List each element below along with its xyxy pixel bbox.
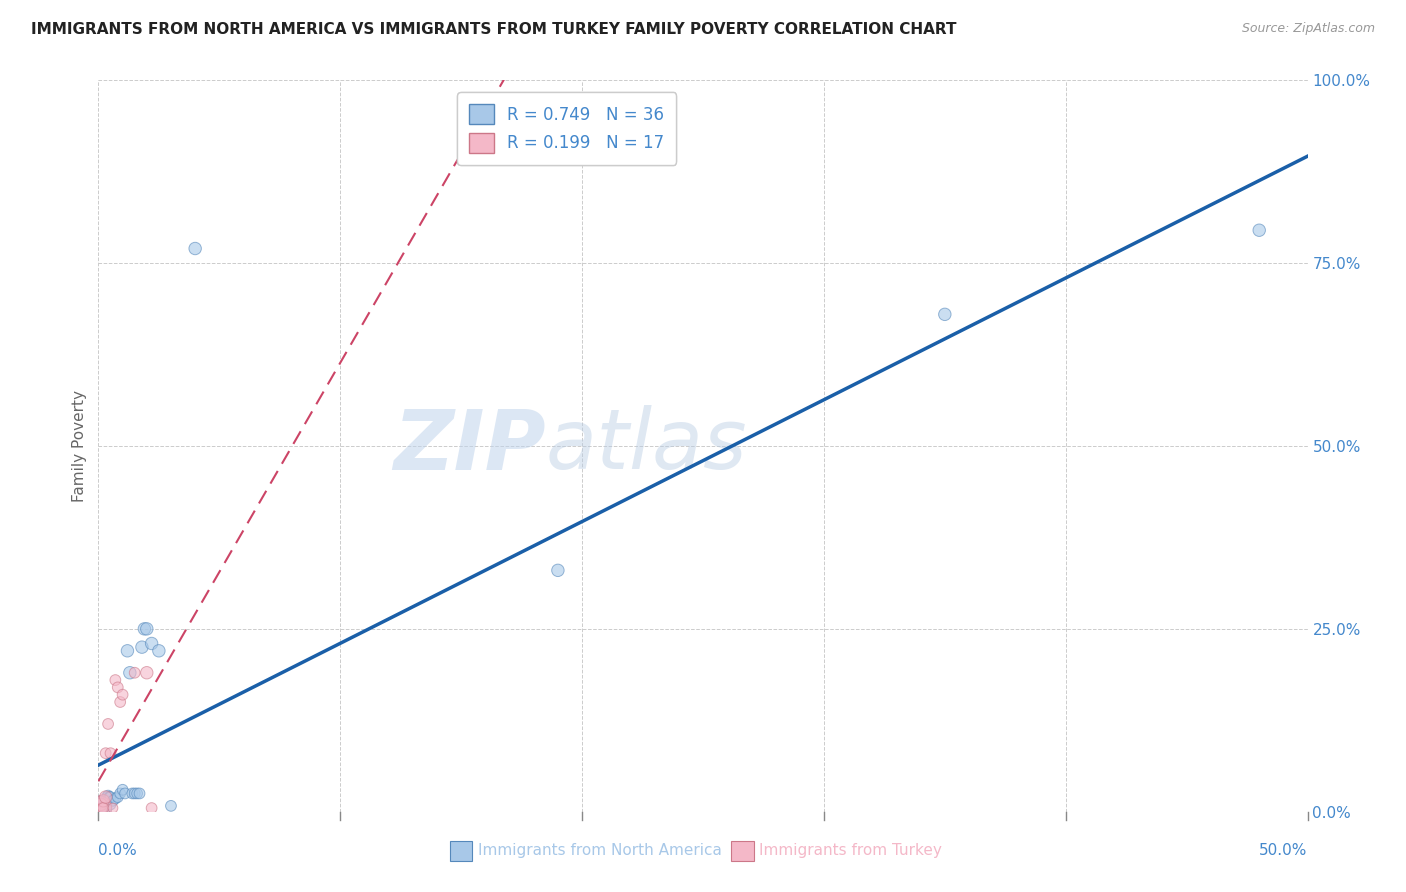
Point <box>107 790 129 805</box>
Text: IMMIGRANTS FROM NORTH AMERICA VS IMMIGRANTS FROM TURKEY FAMILY POVERTY CORRELATI: IMMIGRANTS FROM NORTH AMERICA VS IMMIGRA… <box>31 22 956 37</box>
Point <box>91 801 114 815</box>
Point <box>934 307 956 321</box>
Point <box>97 789 120 803</box>
Point <box>93 797 115 812</box>
Point <box>128 787 150 801</box>
Point <box>1249 223 1271 237</box>
Point <box>89 801 111 815</box>
Point <box>101 794 124 808</box>
Text: 0.0%: 0.0% <box>98 843 138 858</box>
Point <box>134 622 156 636</box>
Point <box>94 790 117 805</box>
Text: 50.0%: 50.0% <box>1260 843 1308 858</box>
Point <box>94 794 117 808</box>
Point <box>131 640 153 655</box>
Point <box>101 801 124 815</box>
Point <box>91 794 114 808</box>
Point <box>141 636 163 650</box>
Point <box>124 787 146 801</box>
Point <box>184 242 207 256</box>
Text: atlas: atlas <box>546 406 748 486</box>
Point <box>114 787 136 801</box>
Point <box>104 673 127 687</box>
Point <box>97 794 120 808</box>
Point <box>135 622 157 636</box>
Text: Source: ZipAtlas.com: Source: ZipAtlas.com <box>1241 22 1375 36</box>
Point <box>108 787 131 801</box>
Point <box>135 665 157 680</box>
Point <box>117 644 139 658</box>
Point <box>108 695 131 709</box>
Point <box>89 801 111 815</box>
Point <box>91 801 114 815</box>
Y-axis label: Family Poverty: Family Poverty <box>72 390 87 502</box>
Point <box>97 717 120 731</box>
Point <box>91 798 114 813</box>
Point <box>98 790 121 805</box>
Point <box>90 797 112 812</box>
Point <box>127 787 149 801</box>
Point <box>104 791 127 805</box>
Point <box>111 782 134 797</box>
Point <box>91 794 114 808</box>
Point <box>94 801 117 815</box>
Point <box>547 563 569 577</box>
Point <box>124 665 146 680</box>
Point <box>111 688 134 702</box>
Point <box>100 790 122 805</box>
Text: ZIP: ZIP <box>394 406 546 486</box>
Point <box>94 746 117 760</box>
Point <box>90 797 112 812</box>
Point <box>121 787 143 801</box>
Point <box>118 665 141 680</box>
Legend: R = 0.749   N = 36, R = 0.199   N = 17: R = 0.749 N = 36, R = 0.199 N = 17 <box>457 92 676 165</box>
Point <box>148 644 170 658</box>
Point <box>141 801 163 815</box>
Text: Immigrants from Turkey: Immigrants from Turkey <box>759 844 942 858</box>
Point <box>100 797 122 812</box>
Point <box>160 798 183 813</box>
Point <box>100 746 122 760</box>
Point <box>91 801 114 815</box>
Point <box>107 681 129 695</box>
Text: Immigrants from North America: Immigrants from North America <box>478 844 721 858</box>
Point <box>96 790 118 805</box>
